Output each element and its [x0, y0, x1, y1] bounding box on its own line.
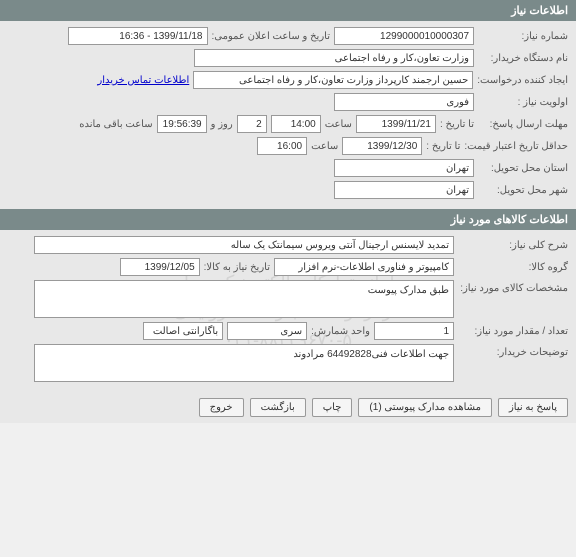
need-date-field: 1399/12/05: [120, 258, 200, 276]
priority-field: فوری: [334, 93, 474, 111]
province-label: استان محل تحویل:: [478, 163, 568, 174]
group-label: گروه کالا:: [458, 262, 568, 273]
qty-label: تعداد / مقدار مورد نیاز:: [458, 326, 568, 337]
pkg-field: باگارانتی اصالت: [143, 322, 223, 340]
notes-label: توضیحات خریدار:: [458, 344, 568, 358]
respond-button[interactable]: پاسخ به نیاز: [498, 398, 568, 417]
creator-field: حسین ارجمند کارپرداز وزارت تعاون،کار و ر…: [193, 71, 473, 89]
city-label: شهر محل تحویل:: [478, 185, 568, 196]
back-button[interactable]: بازگشت: [250, 398, 306, 417]
unit-label: واحد شمارش:: [311, 326, 370, 337]
notes-field: جهت اطلاعات فنی64492828 مرادوند: [34, 344, 454, 382]
attachments-button[interactable]: مشاهده مدارک پیوستی (1): [358, 398, 492, 417]
days-label: روز و: [211, 119, 233, 130]
time-label-2: ساعت: [311, 141, 338, 152]
print-button[interactable]: چاپ: [312, 398, 353, 417]
unit-field: سری: [227, 322, 307, 340]
goods-info-body: سامانه تدارکات الکترونیکی دولت مرکز توسع…: [0, 230, 576, 392]
need-number-field: 1299000010000307: [334, 27, 474, 45]
need-number-label: شماره نیاز:: [478, 31, 568, 42]
deadline-label: مهلت ارسال پاسخ:: [478, 119, 568, 130]
time-label-1: ساعت: [325, 119, 352, 130]
group-field: کامپیوتر و فناوری اطلاعات-نرم افزار: [274, 258, 454, 276]
buyer-org-field: وزارت تعاون،کار و رفاه اجتماعی: [194, 49, 474, 67]
time-remaining-field: 19:56:39: [157, 115, 207, 133]
announce-field: 1399/11/18 - 16:36: [68, 27, 208, 45]
until-label-2: تا تاریخ :: [426, 141, 460, 152]
need-info-body: شماره نیاز: 1299000010000307 تاریخ و ساع…: [0, 21, 576, 209]
button-bar: پاسخ به نیاز مشاهده مدارک پیوستی (1) چاپ…: [0, 392, 576, 423]
contact-link[interactable]: اطلاعات تماس خریدار: [97, 75, 189, 86]
remaining-label: ساعت باقی مانده: [79, 119, 152, 130]
specs-label: مشخصات کالای مورد نیاز:: [458, 280, 568, 294]
buyer-org-label: نام دستگاه خریدار:: [478, 53, 568, 64]
goods-info-header: اطلاعات کالاهای مورد نیاز: [0, 209, 576, 230]
province-field: تهران: [334, 159, 474, 177]
deadline-time-field: 14:00: [271, 115, 321, 133]
goods-info-title: اطلاعات کالاهای مورد نیاز: [451, 214, 568, 226]
creator-label: ایجاد کننده درخواست:: [477, 75, 568, 86]
deadline-date-field: 1399/11/21: [356, 115, 436, 133]
validity-label: حداقل تاریخ اعتبار قیمت:: [464, 141, 568, 152]
until-label-1: تا تاریخ :: [440, 119, 474, 130]
validity-time-field: 16:00: [257, 137, 307, 155]
city-field: تهران: [334, 181, 474, 199]
days-remaining-field: 2: [237, 115, 267, 133]
need-info-title: اطلاعات نیاز: [511, 5, 568, 17]
validity-date-field: 1399/12/30: [342, 137, 422, 155]
priority-label: اولویت نیاز :: [478, 97, 568, 108]
specs-field: طبق مدارک پیوست: [34, 280, 454, 318]
announce-label: تاریخ و ساعت اعلان عمومی:: [212, 31, 331, 42]
need-date-label: تاریخ نیاز به کالا:: [204, 262, 270, 273]
need-info-header: اطلاعات نیاز: [0, 0, 576, 21]
desc-field: تمدید لایسنس ارجینال آنتی ویروس سیمانتک …: [34, 236, 454, 254]
desc-label: شرح کلی نیاز:: [458, 240, 568, 251]
exit-button[interactable]: خروج: [199, 398, 244, 417]
qty-field: 1: [374, 322, 454, 340]
